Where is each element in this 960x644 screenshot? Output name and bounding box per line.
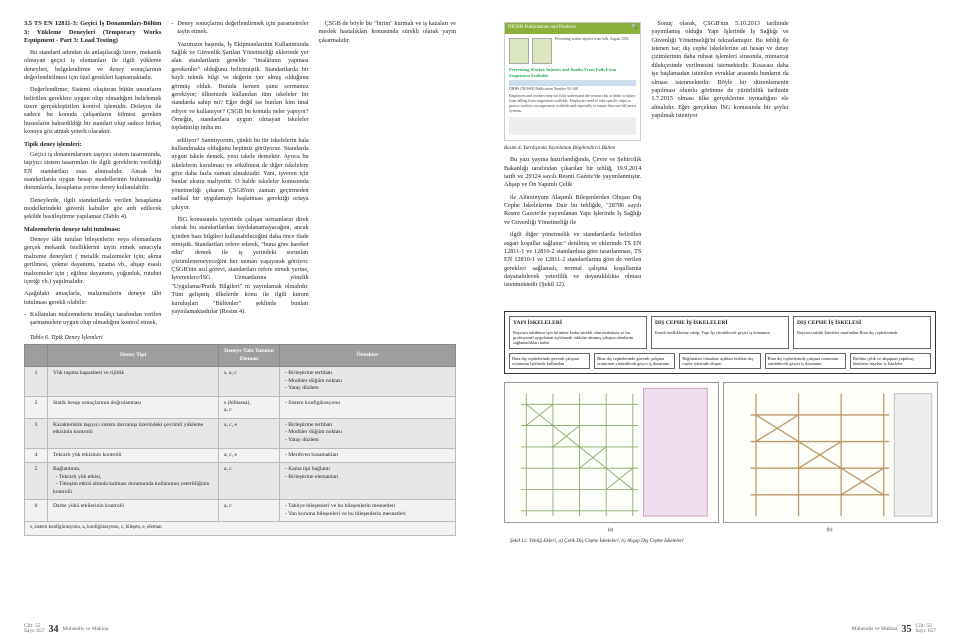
footer-right: Mühendis ve Makina 35 Cilt: 55Sayı: 657 <box>852 623 936 637</box>
diagram-label: (b) <box>723 528 936 535</box>
list-item: Kullanılan malzemelerin imalâtçı tarafın… <box>24 311 161 328</box>
para: Bu standard adından da anlaşılacağı üzer… <box>24 49 161 82</box>
para: Yazımızın başında, İş Ekipmanlarının Kul… <box>171 41 308 133</box>
cell: - Merdiven basamakları <box>280 448 456 463</box>
th: Örnekler <box>280 345 456 367</box>
cell: s, a, c <box>219 367 280 397</box>
cell: 1 <box>25 367 48 397</box>
page-number: 35 <box>901 623 911 637</box>
journal-name: Mühendis ve Makina <box>63 626 109 633</box>
para: ÇSGB de böyle bir "birim" kurmalı ve iş … <box>319 20 456 45</box>
small-col: Birlikte çelik ve ahşaptan yapılmış bina… <box>850 353 931 370</box>
cell: a, c, e <box>219 448 280 463</box>
cell: - Birleştirme tertibatı- Modüler düğüm n… <box>280 418 456 448</box>
table-footnote: s, sistem konfigürasyonu, a, konfigürasy… <box>24 522 456 536</box>
cell: a, c, e <box>219 418 280 448</box>
subheading: Tipik deney işlemleri: <box>24 141 161 149</box>
footer-left: Cilt: 55Sayı: 657 34 Mühendis ve Makina <box>24 623 108 637</box>
th: Deneye Tabi Tutulan Eleman <box>219 345 280 367</box>
cell: a, c <box>219 463 280 500</box>
small-col: Bina dış cephelerinde güvenli çalışma or… <box>509 353 590 370</box>
diagram-row: (a) <box>504 382 936 535</box>
para: İSG konusunda işyerinde çalışan uzmanlar… <box>171 216 308 316</box>
cell: 4 <box>25 448 48 463</box>
small-col: Bağlantısız olmaklar açıkları birlikte d… <box>679 353 760 370</box>
box: DIŞ CEPHE İŞ İSKELELERİ Kendi özellikler… <box>651 316 789 349</box>
cell: Statik hesap sonuçlarının doğrulanması <box>48 396 219 418</box>
left-page: 3.5 TS EN 12811-3: Geçici İş Donanımları… <box>0 0 480 644</box>
yapi-box: YAPI İSKELELERİ Başvuru sahibince işin b… <box>504 311 936 374</box>
figure-header: NIOSH Publications and Products🔍 <box>505 23 640 34</box>
page-number: 34 <box>49 623 59 637</box>
cell: - Birleştirme tertibatı- Modüler düğüm n… <box>280 367 456 397</box>
figure-caption: Resim 4. Yurtdışında Yayınlanan Bilgilen… <box>504 145 641 152</box>
cell: Yük taşıma kapasitesi ve rijitlik <box>48 367 219 397</box>
cell: 2 <box>25 396 48 418</box>
para: ile Alüminyum Alaşımlı Bileşenlerden Olu… <box>504 194 641 227</box>
cell: Tekrarlı yük etkisinin kontrolü <box>48 448 219 463</box>
para: Geçici iş donanımlarının taşıyıcı sistem… <box>24 151 161 193</box>
section-heading: 3.5 TS EN 12811-3: Geçici İş Donanımları… <box>24 20 161 46</box>
cell: - Kama tipi bağlantı- Birleştirme eleman… <box>280 463 456 500</box>
para: Değerlendirme; Sistemi oluşturan bütün u… <box>24 86 161 136</box>
subheading: Malzemelerin deneye tabi tutulması: <box>24 226 161 234</box>
figure-body: Preventing worker injuries from falls. A… <box>505 34 640 141</box>
cell: 6 <box>25 500 48 522</box>
cell: s (bilhassa),a, c <box>219 396 280 418</box>
right-page: NIOSH Publications and Products🔍 Prevent… <box>480 0 960 644</box>
figure-bulletin: NIOSH Publications and Products🔍 Prevent… <box>504 22 641 141</box>
box: YAPI İSKELELERİ Başvuru sahibince işin b… <box>509 316 647 349</box>
th: Deney Tipi <box>48 345 219 367</box>
para: Sonuç olarak, ÇSGB'nın 5.10.2013 tarihin… <box>651 20 788 120</box>
list-item: Deney sonuçlarını değerlendirmek için pa… <box>171 20 308 37</box>
cell: Darbe yükü etkilerinin kontrolü <box>48 500 219 522</box>
cell: Bağlantının, - Tekrarlı yük etkisi, - Ti… <box>48 463 219 500</box>
diagram-caption: Şekil 12. Tebliğ Ekleri, a) Çelik Dış Ce… <box>504 538 936 545</box>
cell: - Tablıye bileşenleri ve bu bileşenlerin… <box>280 500 456 522</box>
box: DIŞ CEPHE İŞ İSKELESİ Başvuru sahibi İsk… <box>793 316 931 349</box>
diagram-a: (a) <box>504 382 717 535</box>
text-columns-left: 3.5 TS EN 12811-3: Geçici İş Donanımları… <box>24 20 456 330</box>
cell: 3 <box>25 418 48 448</box>
cell: - Sistem konfigürasyonu <box>280 396 456 418</box>
cell: a, c <box>219 500 280 522</box>
cell: 5 <box>25 463 48 500</box>
para: Aşağıdaki amaçlarla, malzemelerin deneye… <box>24 290 161 307</box>
diagram-label: (a) <box>504 528 717 535</box>
table-caption: Tablo 6. Tipik Deney İşlemleri <box>24 334 456 342</box>
diagram-b: (b) <box>723 382 936 535</box>
cell: Karakteristik taşıyıcı sistem davranışı … <box>48 418 219 448</box>
para: Deneye tâbi tutulan bileşenlerin veya el… <box>24 236 161 286</box>
small-col: Bina dış cephelerinde güvenli çalışma or… <box>594 353 675 370</box>
para: Deneylerde, ilgili standartlarda verilen… <box>24 197 161 222</box>
para: ediliyor? Sanmıyorum, çünkü bu tür iskel… <box>171 137 308 212</box>
journal-name: Mühendis ve Makina <box>852 626 898 633</box>
table-deney: Deney Tipi Deneye Tabi Tutulan Eleman Ör… <box>24 344 456 522</box>
para: Bu yazı yayına hazırlandığında, Çevre ve… <box>504 156 641 189</box>
text-columns-right: NIOSH Publications and Products🔍 Prevent… <box>504 20 936 305</box>
small-col: Bina dış cephelerinde çalışma ortamının … <box>765 353 846 370</box>
para: ilgili diğer yönetmelik ve standartlarda… <box>504 231 641 290</box>
